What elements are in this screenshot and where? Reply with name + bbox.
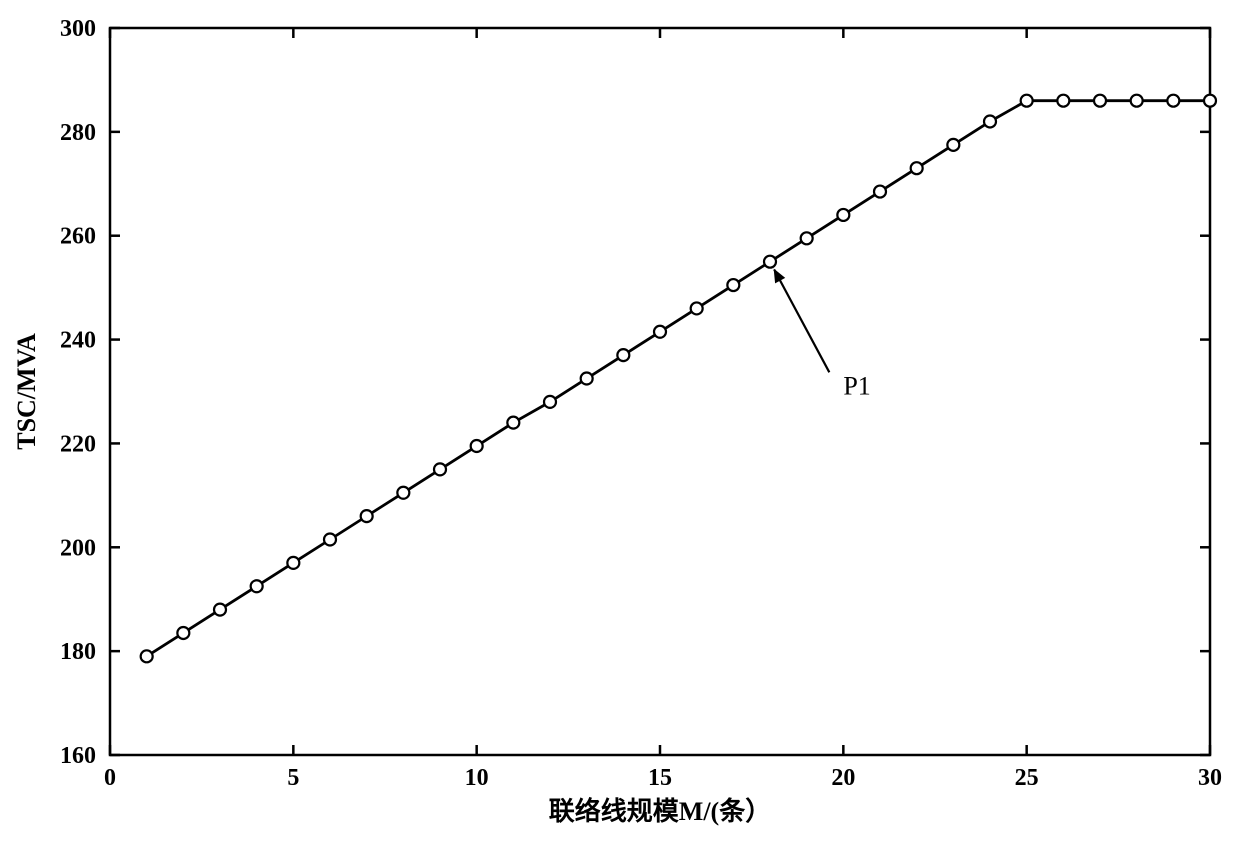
data-marker	[654, 326, 666, 338]
data-marker	[1167, 95, 1179, 107]
data-marker	[471, 440, 483, 452]
data-marker	[434, 463, 446, 475]
data-marker	[1094, 95, 1106, 107]
data-marker	[251, 580, 263, 592]
data-marker	[361, 510, 373, 522]
y-tick-label: 220	[60, 431, 96, 457]
data-marker	[397, 487, 409, 499]
data-marker	[1057, 95, 1069, 107]
data-marker	[801, 232, 813, 244]
data-line	[147, 101, 1210, 657]
x-axis-label: 联络线规模M/(条）	[549, 796, 771, 826]
data-marker	[141, 650, 153, 662]
data-marker	[984, 115, 996, 127]
y-tick-label: 300	[60, 16, 96, 42]
data-marker	[1131, 95, 1143, 107]
data-marker	[324, 533, 336, 545]
y-tick-label: 200	[60, 535, 96, 561]
data-marker	[691, 302, 703, 314]
x-tick-label: 5	[287, 765, 299, 791]
x-tick-label: 30	[1198, 765, 1222, 791]
data-marker	[1021, 95, 1033, 107]
data-marker	[617, 349, 629, 361]
x-tick-label: 10	[465, 765, 489, 791]
data-marker	[177, 627, 189, 639]
y-tick-label: 180	[60, 639, 96, 665]
data-marker	[727, 279, 739, 291]
data-marker	[214, 604, 226, 616]
data-marker	[837, 209, 849, 221]
y-tick-label: 240	[60, 328, 96, 354]
y-tick-label: 260	[60, 224, 96, 250]
data-marker	[507, 417, 519, 429]
chart-container: 0 5 10 15 20 25 30 160 180 200 220 240 260 280 300 联络线规…	[0, 0, 1239, 846]
data-marker	[764, 256, 776, 268]
x-tick-label: 15	[648, 765, 672, 791]
tsc-line-chart: 0 5 10 15 20 25 30 160 180 200 220 240 260 280 300 联络线规…	[0, 0, 1239, 846]
x-tick-label: 20	[831, 765, 855, 791]
annotation-arrow	[774, 270, 829, 373]
data-marker	[544, 396, 556, 408]
data-marker	[581, 373, 593, 385]
x-tick-label: 25	[1015, 765, 1039, 791]
data-marker	[287, 557, 299, 569]
y-tick-label: 280	[60, 120, 96, 146]
data-marker	[947, 139, 959, 151]
plot-border	[110, 28, 1210, 755]
data-marker	[874, 186, 886, 198]
y-tick-label: 160	[60, 743, 96, 769]
annotation-label: P1	[843, 371, 870, 400]
data-marker	[911, 162, 923, 174]
x-tick-label: 0	[104, 765, 116, 791]
annotation-arrowhead	[774, 270, 784, 283]
data-marker	[1204, 95, 1216, 107]
y-axis-label: TSC/MVA	[12, 333, 41, 450]
